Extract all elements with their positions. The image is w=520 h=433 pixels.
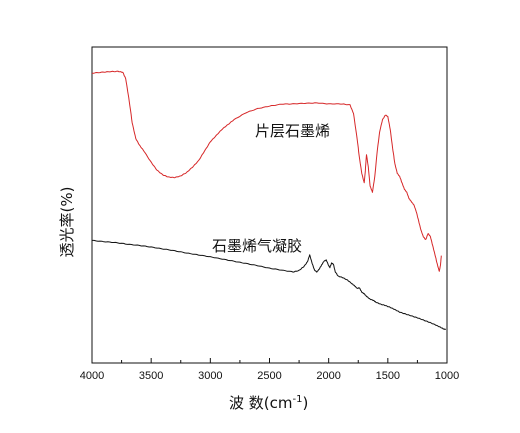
series-layer — [91, 70, 447, 330]
y-axis-title: 透光率(%) — [58, 187, 76, 258]
x-tick-label: 3000 — [198, 370, 222, 382]
x-axis-ticks: 4000 3500 3000 2500 2000 1500 1000 — [80, 358, 459, 382]
x-tick-label: 2500 — [257, 370, 281, 382]
x-tick-label: 1500 — [376, 370, 400, 382]
x-tick-label: 4000 — [80, 370, 104, 382]
series-line-black — [92, 239, 447, 330]
x-tick-label: 2000 — [316, 370, 340, 382]
x-tick-label: 1000 — [435, 370, 459, 382]
x-axis-title-sup: -1 — [292, 394, 302, 405]
annotation-black-series: 石墨烯气凝胶 — [212, 237, 302, 255]
x-axis-title-close: ) — [302, 394, 308, 412]
plot-frame — [91, 46, 448, 364]
x-axis-title: 波 数(cm-1) — [229, 394, 308, 412]
series-line-red — [91, 70, 442, 272]
x-tick-label: 3500 — [139, 370, 163, 382]
annotation-red-series: 片层石墨烯 — [255, 122, 330, 140]
x-axis-title-main: 波 数(cm — [229, 394, 292, 412]
